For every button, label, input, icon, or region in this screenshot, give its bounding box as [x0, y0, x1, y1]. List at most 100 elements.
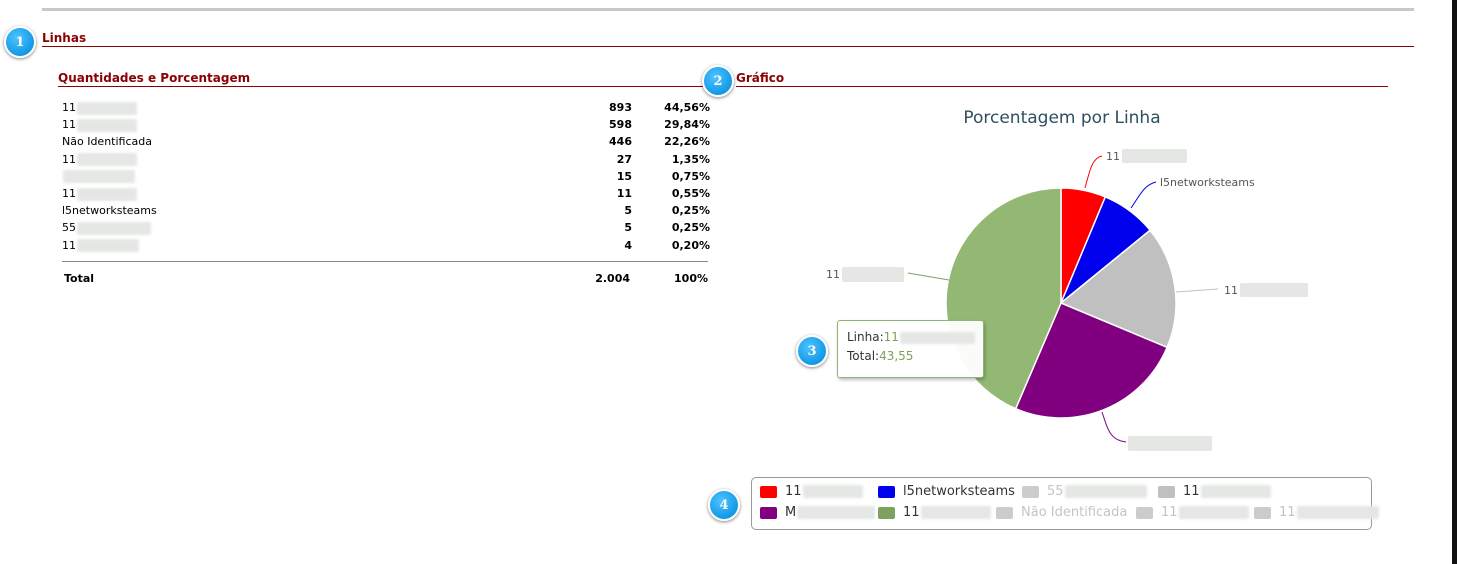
connector-gray	[1175, 288, 1219, 293]
quantities-title-underline	[58, 86, 708, 87]
table-row: l5networksteams 5 0,25%	[62, 202, 710, 219]
redacted-text	[842, 267, 904, 282]
row-percent: 0,25%	[671, 221, 710, 235]
row-percent: 0,25%	[671, 204, 710, 218]
legend-item[interactable]: 11	[1254, 505, 1379, 520]
redacted-text	[77, 221, 151, 235]
row-count: 27	[616, 152, 632, 166]
chart-section-underline	[736, 86, 1388, 87]
redacted-text	[802, 485, 863, 498]
total-divider	[62, 261, 708, 262]
row-count: 5	[624, 221, 632, 235]
row-percent: 0,20%	[671, 238, 710, 252]
table-row: 11 4 0,20%	[62, 237, 710, 254]
legend-swatch	[1254, 506, 1271, 519]
row-count: 598	[609, 118, 632, 132]
redacted-text	[1200, 485, 1271, 498]
slice-label: 11	[826, 268, 840, 281]
slice-label: 11	[1106, 150, 1120, 163]
chart-legend: 11 l5networksteams 55 11 M 11 Não Identi…	[751, 477, 1379, 530]
callout-badge: 2	[702, 65, 734, 97]
pie-slice[interactable]	[1059, 229, 1177, 349]
redacted-text	[1296, 506, 1379, 519]
row-count: 15	[616, 169, 632, 183]
redacted-text	[1128, 436, 1212, 451]
redacted-text	[77, 187, 137, 201]
connector-blue	[1130, 181, 1157, 209]
row-name: 11	[62, 99, 517, 116]
total-count: 2.004	[595, 272, 630, 285]
legend-item[interactable]: 11	[1158, 484, 1271, 499]
legend-swatch	[996, 506, 1013, 519]
row-name: 55	[62, 219, 517, 236]
table-row: 11 598 29,84%	[62, 116, 710, 133]
row-name: Não Identificada	[62, 135, 152, 149]
row-name: 11	[62, 116, 517, 133]
row-name: 11	[62, 237, 517, 254]
section-title-underline	[42, 46, 1414, 47]
table-row: 11 11 0,55%	[62, 185, 710, 202]
legend-swatch	[1136, 506, 1153, 519]
legend-item[interactable]: l5networksteams	[878, 484, 1015, 499]
legend-item[interactable]: 11	[1136, 505, 1249, 520]
redacted-text	[899, 331, 975, 344]
callout-badge: 1	[4, 26, 36, 58]
redacted-text	[797, 506, 876, 519]
row-count: 446	[609, 135, 632, 149]
total-percent: 100%	[674, 272, 708, 285]
callout-badge: 3	[796, 335, 828, 367]
row-percent: 29,84%	[664, 118, 710, 132]
table-row: 55 5 0,25%	[62, 219, 710, 236]
top-divider	[42, 8, 1414, 11]
row-count: 893	[609, 101, 632, 114]
redacted-text	[1064, 485, 1147, 498]
legend-item[interactable]: Não Identificada	[996, 505, 1127, 520]
pie-slice[interactable]	[1014, 302, 1169, 419]
tooltip-total: Total:43,55	[847, 349, 914, 363]
redacted-text	[77, 118, 137, 132]
slice-label: 11	[1224, 284, 1238, 297]
connector-red	[1084, 155, 1103, 189]
slice-label: l5networksteams	[1160, 176, 1255, 189]
redacted-text	[1178, 506, 1249, 519]
redacted-text	[1122, 149, 1187, 163]
section-title: Linhas	[42, 31, 87, 45]
legend-item[interactable]: 11	[878, 505, 991, 520]
chart-section-title: Gráfico	[736, 71, 785, 85]
table-row: 11 27 1,35%	[62, 151, 710, 168]
row-name: l5networksteams	[62, 204, 157, 218]
quantities-title: Quantidades e Porcentagem	[58, 71, 251, 85]
legend-swatch	[1158, 485, 1175, 498]
connector-green	[907, 272, 950, 281]
row-name	[62, 168, 517, 185]
redacted-text	[77, 101, 137, 115]
legend-swatch	[878, 485, 895, 498]
row-percent: 0,55%	[671, 187, 710, 201]
redacted-text	[920, 506, 991, 519]
legend-item[interactable]: 55	[1022, 484, 1147, 499]
pie-slices	[945, 187, 1177, 419]
redacted-text	[77, 239, 139, 253]
callout-badge: 4	[708, 489, 740, 521]
legend-swatch	[878, 506, 895, 519]
redacted-text	[1240, 283, 1308, 297]
row-percent: 22,26%	[664, 135, 710, 149]
total-label: Total	[64, 272, 95, 285]
row-count: 4	[624, 238, 632, 252]
legend-item[interactable]: M	[760, 505, 876, 520]
legend-swatch	[1022, 485, 1039, 498]
row-percent: 44,56%	[664, 101, 710, 114]
legend-item[interactable]: 11	[760, 484, 863, 499]
chart-title: Porcentagem por Linha	[963, 108, 1161, 128]
redacted-text	[63, 170, 135, 184]
row-count: 11	[616, 187, 632, 201]
legend-swatch	[760, 506, 777, 519]
redacted-text	[77, 153, 137, 167]
chart-tooltip: Linha:11 Total:43,55	[837, 320, 984, 378]
row-percent: 1,35%	[671, 152, 710, 166]
row-count: 5	[624, 204, 632, 218]
table-row: 11 893 44,56%	[62, 99, 710, 116]
row-name: 11	[62, 151, 517, 168]
row-percent: 0,75%	[671, 169, 710, 183]
legend-swatch	[760, 485, 777, 498]
